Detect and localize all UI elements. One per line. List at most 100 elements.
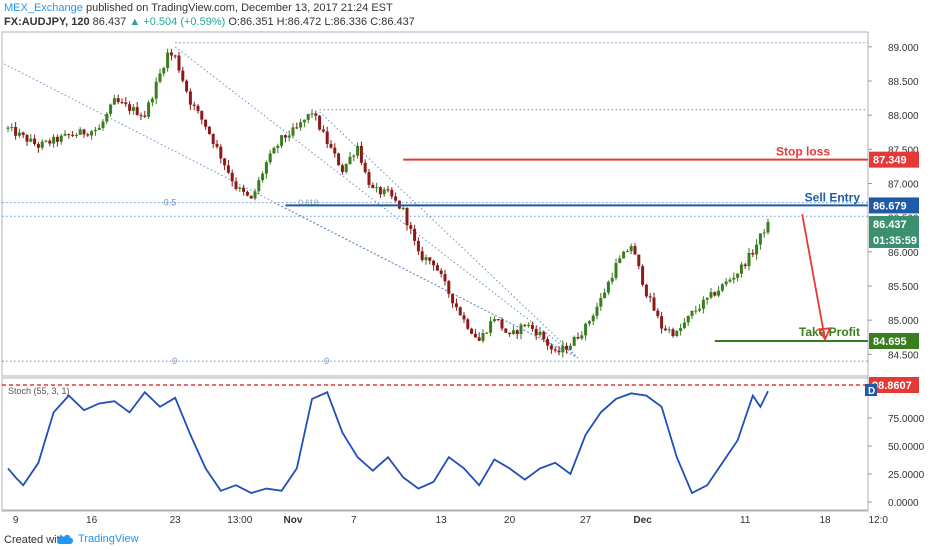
candle-body [162,67,166,74]
candle-body [747,252,751,267]
candle-body [565,345,569,350]
candle-body [169,52,173,56]
time-axis: 9 16 23 13:00 Nov 7 13 20 27 Dec 11 18 12:0 [2,510,888,526]
candle-body [587,321,591,324]
tradingview-brand[interactable]: TradingView [56,533,139,545]
candle-body [618,258,622,264]
candle-body [352,155,356,157]
candle-body [150,98,154,103]
candle-body [234,181,238,189]
candle-body [515,330,519,335]
candle-body [717,290,721,296]
stoch-d-badge: D [868,386,875,397]
candle-body [690,310,694,316]
time-tick-label: 16 [86,515,98,526]
price-tick-label: 86.000 [888,248,919,259]
candle-body [409,225,413,229]
candle-body [348,156,352,164]
candle-body [755,244,759,255]
publisher-link[interactable]: MEX_Exchange [4,2,83,14]
candle-body [139,115,143,117]
candle-body [318,115,322,130]
ohlc-values: O:86.351 H:86.472 L:86.336 C:86.437 [228,16,415,28]
candle-body [660,316,664,329]
candle-body [196,105,200,111]
candle-body [458,307,462,316]
candle-body [14,126,18,136]
candle-body [333,147,337,154]
candle-body [97,127,101,130]
candle-body [25,134,29,142]
candle-body [492,319,496,322]
stoch-pane[interactable]: 75.0000 50.0000 25.0000 0.0000 Stoch (55, 3,… [1,377,925,511]
candle-body [120,102,124,104]
candle-body [291,127,295,136]
candle-body [591,315,595,322]
time-tick-label: 9 [13,515,19,526]
candle-body [185,80,189,92]
candle-body [705,297,709,300]
candle-body [33,138,37,145]
candle-body [215,143,219,147]
time-tick-label: 20 [504,515,516,526]
candle-body [36,144,40,148]
candle-body [359,145,363,163]
candle-body [679,328,683,331]
price-pane[interactable]: 89.00088.50088.00087.50087.00086.50086.0… [1,31,919,510]
candle-body [306,114,310,120]
chart-header: MEX_Exchange published on TradingView.co… [0,0,932,30]
candle-body [21,132,25,135]
candle-body [401,207,405,209]
candle-body [641,266,645,285]
candle-body [207,126,211,135]
candle-body [17,132,21,136]
candle-body [644,284,648,297]
candle-body [701,299,705,309]
candle-body [489,321,493,333]
candle-body [405,207,409,226]
price-tick-label: 88.000 [888,111,919,122]
candle-body [226,165,230,173]
candle-body [367,172,371,185]
candle-body [724,281,728,285]
channel-line [273,202,579,359]
candle-body [105,113,109,122]
stop-loss-badge: 87.349 [873,155,907,167]
candles-group [6,48,770,358]
candle-body [154,81,158,99]
stop-loss-badge-bg [869,151,919,168]
footer: Created with TradingView [0,530,932,550]
candle-body [454,303,458,308]
candle-body [93,129,97,132]
stoch-pane-border [1,377,869,511]
candle-body [147,102,151,117]
candle-body [682,322,686,329]
candle-body [443,273,447,282]
candle-body [451,293,455,304]
candle-body [648,296,652,298]
candle-body [743,264,747,267]
candle-body [663,328,667,331]
candle-body [481,333,485,341]
candle-body [78,129,82,135]
candle-body [435,265,439,271]
candle-body [375,187,379,189]
last-price-badge: 86.437 [873,219,907,231]
candle-body [732,277,736,280]
candle-body [63,134,67,136]
candle-body [135,107,139,116]
published-text: published on TradingView.com, December 1… [85,2,393,14]
fib-label-zero: 0 [172,356,177,366]
candle-body [249,195,253,199]
time-tick-label: Dec [633,515,652,526]
candle-body [356,145,360,156]
sell-entry-badge-bg [869,197,919,214]
chart-canvas[interactable]: 89.00088.50088.00087.50087.00086.50086.0… [0,0,932,530]
stoch-value-badge-bg [869,377,919,393]
candle-body [625,251,629,253]
candle-body [200,110,204,120]
candle-body [629,246,633,252]
candle-body [561,345,565,353]
candle-body [477,337,481,341]
candle-body [344,163,348,172]
